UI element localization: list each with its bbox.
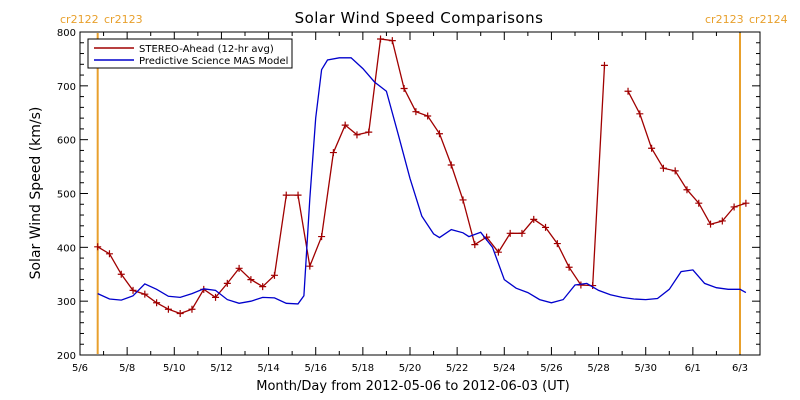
x-tick-label: 5/28 xyxy=(587,363,609,374)
stereo-point xyxy=(318,233,326,241)
stereo-line xyxy=(97,38,606,315)
stereo-point xyxy=(141,290,149,298)
x-tick-label: 5/16 xyxy=(304,363,326,374)
carrington-label-left-2: cr2123 xyxy=(705,13,744,26)
stereo-point xyxy=(695,199,703,207)
stereo-point xyxy=(400,85,408,93)
x-tick-label: 5/24 xyxy=(493,363,515,374)
stereo-point xyxy=(636,110,644,118)
stereo-point xyxy=(648,144,656,152)
stereo-point xyxy=(424,112,432,120)
stereo-point xyxy=(530,215,538,223)
stereo-point xyxy=(412,108,420,116)
x-tick-label: 5/14 xyxy=(257,363,279,374)
stereo-point xyxy=(294,191,302,199)
x-tick-label: 5/30 xyxy=(634,363,656,374)
stereo-point xyxy=(518,229,526,237)
stereo-point xyxy=(306,262,314,270)
stereo-point xyxy=(730,203,738,211)
y-axis-label: Solar Wind Speed (km/s) xyxy=(28,107,44,280)
carrington-label-left-1: cr2122 xyxy=(60,13,99,26)
stereo-point xyxy=(212,293,220,301)
stereo-point xyxy=(353,131,361,139)
stereo-point xyxy=(164,305,172,313)
legend-box xyxy=(87,38,293,69)
stereo-point xyxy=(223,279,231,287)
stereo-point xyxy=(153,299,161,307)
x-tick-label: 5/18 xyxy=(352,363,374,374)
x-axis-label: Month/Day from 2012-05-06 to 2012-06-03 … xyxy=(256,379,569,394)
stereo-point xyxy=(341,121,349,129)
stereo-point xyxy=(718,217,726,225)
stereo-point xyxy=(94,243,102,251)
series-stereo-ahead xyxy=(94,35,750,318)
stereo-line xyxy=(627,90,747,225)
stereo-point xyxy=(471,241,479,249)
carrington-label-right-1: cr2123 xyxy=(104,13,143,26)
y-tick-label: 500 xyxy=(57,190,76,201)
stereo-point xyxy=(105,250,113,258)
stereo-point xyxy=(388,37,396,45)
stereo-point xyxy=(282,191,290,199)
y-tick-label: 200 xyxy=(57,351,76,362)
carrington-label-right-2: cr2124 xyxy=(749,13,788,26)
x-tick-label: 6/3 xyxy=(732,363,748,374)
legend-label-mas: Predictive Science MAS Model xyxy=(139,56,288,67)
chart-title: Solar Wind Speed Comparisons xyxy=(295,9,544,27)
stereo-point xyxy=(565,263,573,271)
stereo-point xyxy=(129,286,137,294)
stereo-point xyxy=(506,229,514,237)
stereo-point xyxy=(270,271,278,279)
series-mas-model xyxy=(97,57,747,305)
x-tick-label: 5/10 xyxy=(163,363,185,374)
plot-frame xyxy=(79,31,761,356)
legend: STEREO-Ahead (12-hr avg) Predictive Scie… xyxy=(87,38,293,69)
stereo-point xyxy=(542,223,550,231)
stereo-point xyxy=(188,305,196,313)
x-tick-label: 5/22 xyxy=(446,363,468,374)
stereo-point xyxy=(707,220,715,228)
stereo-point xyxy=(377,35,385,43)
x-tick-label: 5/8 xyxy=(119,363,135,374)
stereo-point xyxy=(659,164,667,172)
stereo-point xyxy=(447,161,455,169)
y-tick-label: 700 xyxy=(57,82,76,93)
x-tick-label: 5/26 xyxy=(540,363,562,374)
stereo-point xyxy=(365,128,373,136)
x-tick-label: 5/12 xyxy=(210,363,232,374)
stereo-point xyxy=(117,270,125,278)
y-tick-label: 600 xyxy=(57,136,76,147)
x-tick-label: 6/1 xyxy=(685,363,701,374)
stereo-point xyxy=(459,196,467,204)
x-tick-label: 5/6 xyxy=(72,363,88,374)
stereo-point xyxy=(494,248,502,256)
stereo-point xyxy=(600,61,608,69)
stereo-point xyxy=(247,276,255,284)
stereo-point xyxy=(329,149,337,157)
stereo-point xyxy=(176,310,184,318)
stereo-point xyxy=(742,199,750,207)
y-tick-label: 300 xyxy=(57,297,76,308)
legend-label-stereo: STEREO-Ahead (12-hr avg) xyxy=(139,44,274,55)
carrington-lines xyxy=(96,33,741,354)
x-tick-label: 5/20 xyxy=(399,363,421,374)
axes-layer: 200 300 400 500 600 700 800 5/6 5/8 5/10 5/12 5/14 5… xyxy=(57,28,760,374)
y-tick-label: 400 xyxy=(57,243,76,254)
mas-line xyxy=(97,57,747,305)
stereo-point xyxy=(259,283,267,291)
stereo-point xyxy=(683,186,691,194)
stereo-point xyxy=(624,87,632,95)
series-layer xyxy=(94,35,750,318)
stereo-point xyxy=(671,167,679,175)
stereo-point xyxy=(235,264,243,272)
stereo-point xyxy=(553,240,561,248)
y-tick-label: 800 xyxy=(57,28,76,39)
stereo-point xyxy=(435,130,443,138)
